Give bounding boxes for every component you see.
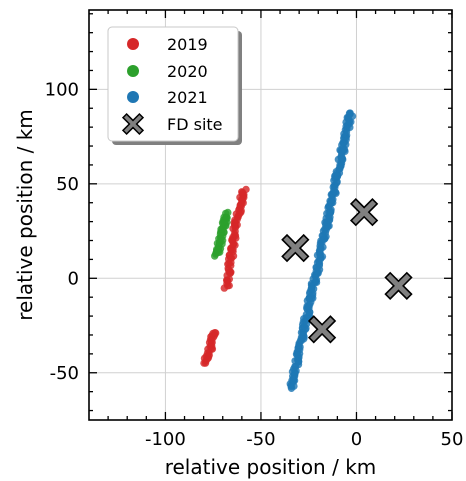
legend-label-2021: 2021 <box>167 88 208 107</box>
x-tick-label: -50 <box>246 429 275 450</box>
y-axis-label: relative position / km <box>13 109 37 321</box>
data-points <box>200 109 357 392</box>
legend-label-2020: 2020 <box>167 62 208 81</box>
data-point-2020 <box>224 208 232 217</box>
fd-site-marker-4 <box>307 315 337 344</box>
legend-x-shape <box>121 112 145 136</box>
fd-site-markers <box>281 198 413 344</box>
fd-site-marker-1 <box>281 233 310 263</box>
y-tick-label: 50 <box>56 174 79 195</box>
legend-label-fd-site: FD site <box>167 115 223 134</box>
legend: 2019 2020 2021 FD site <box>107 26 242 145</box>
x-tick-label: 50 <box>441 429 464 450</box>
data-point-2019 <box>242 185 250 194</box>
legend-label-2019: 2019 <box>167 35 208 54</box>
data-point-2021 <box>345 109 354 118</box>
y-tick-label: 100 <box>45 79 79 100</box>
fd-site-marker-2 <box>349 198 379 227</box>
plot-frame <box>88 9 453 421</box>
x-axis-label: relative position / km <box>165 455 377 479</box>
legend-marker-2021 <box>127 91 139 103</box>
y-tick-label: 0 <box>68 268 79 289</box>
legend-marker-fd-site <box>121 112 145 136</box>
axis-ticks: -100 -50 0 50 -50 0 50 100 <box>45 10 464 450</box>
legend-marker-2019 <box>127 38 139 50</box>
x-tick-label: 0 <box>351 429 362 450</box>
x-tick-label: -100 <box>145 429 186 450</box>
y-tick-label: -50 <box>50 363 79 384</box>
legend-marker-2020 <box>127 65 139 77</box>
fd-site-marker-3 <box>384 271 413 300</box>
data-point-2019 <box>211 329 219 337</box>
